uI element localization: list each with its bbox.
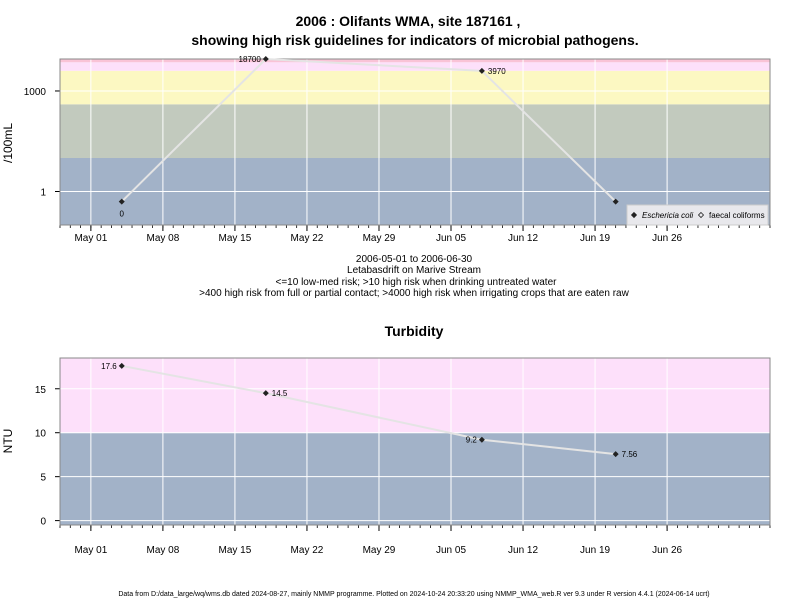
data-label: 14.5 <box>272 389 288 398</box>
y-tick-label: 10 <box>35 429 47 440</box>
legend-marker <box>630 211 638 219</box>
risk-band-4 <box>60 59 770 63</box>
chart-title-line2: showing high risk guidelines for indicat… <box>191 32 638 48</box>
data-label: 18700 <box>239 55 262 64</box>
risk-band-1 <box>60 104 770 158</box>
y-tick-label: 0 <box>40 517 46 528</box>
y-axis-label: NTU <box>1 429 15 454</box>
x-tick-label: May 01 <box>74 233 107 244</box>
y-tick-label: 1 <box>40 187 46 198</box>
x-tick-label: May 22 <box>291 233 324 244</box>
turbidity-title: Turbidity <box>385 323 444 339</box>
x-tick-label: Jun 12 <box>508 545 538 556</box>
legend-label: Eschericia coli <box>642 211 693 220</box>
x-tick-label: May 29 <box>363 545 396 556</box>
data-label: 7.56 <box>622 450 638 459</box>
x-tick-label: Jun 05 <box>436 545 466 556</box>
x-tick-label: Jun 19 <box>580 545 610 556</box>
plot-frame <box>59 58 771 226</box>
footer-note: Data from D:/data_large/wq/wms.db dated … <box>118 591 709 598</box>
x-tick-label: May 08 <box>147 545 180 556</box>
risk-band-2 <box>60 70 770 105</box>
caption-risk-drinking: <=10 low-med risk; >10 high risk when dr… <box>276 277 558 288</box>
y-tick-label: 15 <box>35 385 47 396</box>
data-label: 3970 <box>488 67 506 76</box>
caption-date-range: 2006-05-01 to 2006-06-30 <box>356 254 473 265</box>
data-point <box>262 56 269 62</box>
x-tick-label: May 08 <box>147 233 180 244</box>
caption-risk-contact: >400 high risk from full or partial cont… <box>199 288 629 299</box>
risk-band-1 <box>60 358 770 433</box>
x-tick-label: May 29 <box>363 233 396 244</box>
data-point <box>478 436 485 443</box>
x-tick-label: May 22 <box>291 545 324 556</box>
legend-box <box>626 204 769 226</box>
legend-marker <box>697 211 705 219</box>
x-tick-label: May 01 <box>74 545 107 556</box>
x-tick-label: Jun 26 <box>652 233 682 244</box>
pathogen-plot: May 01 May 08 May 15 May 22 May 29 Jun 05 Jun … <box>1 55 771 244</box>
plot-frame <box>59 357 771 526</box>
x-tick-label: Jun 19 <box>580 233 610 244</box>
x-tick-label: May 15 <box>219 545 252 556</box>
data-point <box>612 198 619 205</box>
data-label: 0 <box>120 210 125 219</box>
data-point <box>478 67 485 74</box>
x-tick-label: Jun 12 <box>508 233 538 244</box>
x-tick-label: Jun 05 <box>436 233 466 244</box>
y-tick-label: 1000 <box>24 87 47 98</box>
risk-band-0 <box>60 432 770 525</box>
data-point <box>262 390 269 397</box>
x-tick-label: May 15 <box>219 233 252 244</box>
series-line <box>121 364 616 456</box>
y-tick-label: 5 <box>40 473 46 484</box>
data-point <box>612 451 619 458</box>
x-tick-label: Jun 26 <box>652 545 682 556</box>
data-point <box>118 362 125 369</box>
chart-title-line1: 2006 : Olifants WMA, site 187161 , <box>296 13 521 29</box>
series-line <box>121 57 617 203</box>
legend-label: faecal coliforms <box>709 211 765 220</box>
data-point <box>118 198 125 205</box>
caption-site: Letabasdrift on Marive Stream <box>347 265 481 276</box>
y-axis-label: /100mL <box>1 123 15 163</box>
turbidity-plot: May 01 May 08 May 15 May 22 May 29 Jun 05 Jun … <box>1 357 771 556</box>
data-label: 9.2 <box>466 436 478 445</box>
data-label: 17.6 <box>101 362 117 371</box>
